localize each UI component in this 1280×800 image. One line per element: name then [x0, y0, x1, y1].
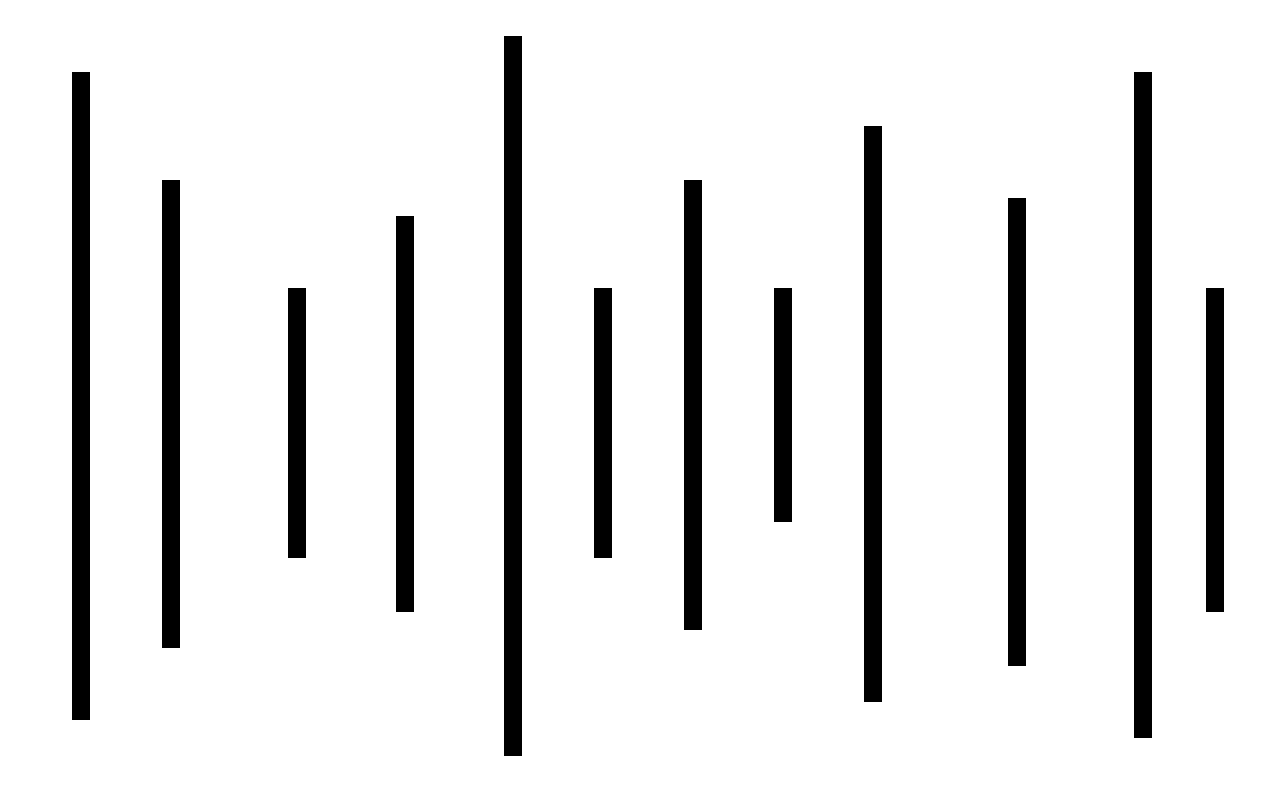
vertical-bar-4 — [396, 216, 414, 612]
vertical-bar-7 — [684, 180, 702, 630]
vertical-bar-11 — [1134, 72, 1152, 738]
vertical-bar-2 — [162, 180, 180, 648]
vertical-bar-1 — [72, 72, 90, 720]
vertical-bar-6 — [594, 288, 612, 558]
vertical-bar-8 — [774, 288, 792, 522]
vertical-bar-3 — [288, 288, 306, 558]
vertical-bar-9 — [864, 126, 882, 702]
vertical-bar-10 — [1008, 198, 1026, 666]
vertical-bar-12 — [1206, 288, 1224, 612]
vertical-bar-5 — [504, 36, 522, 756]
